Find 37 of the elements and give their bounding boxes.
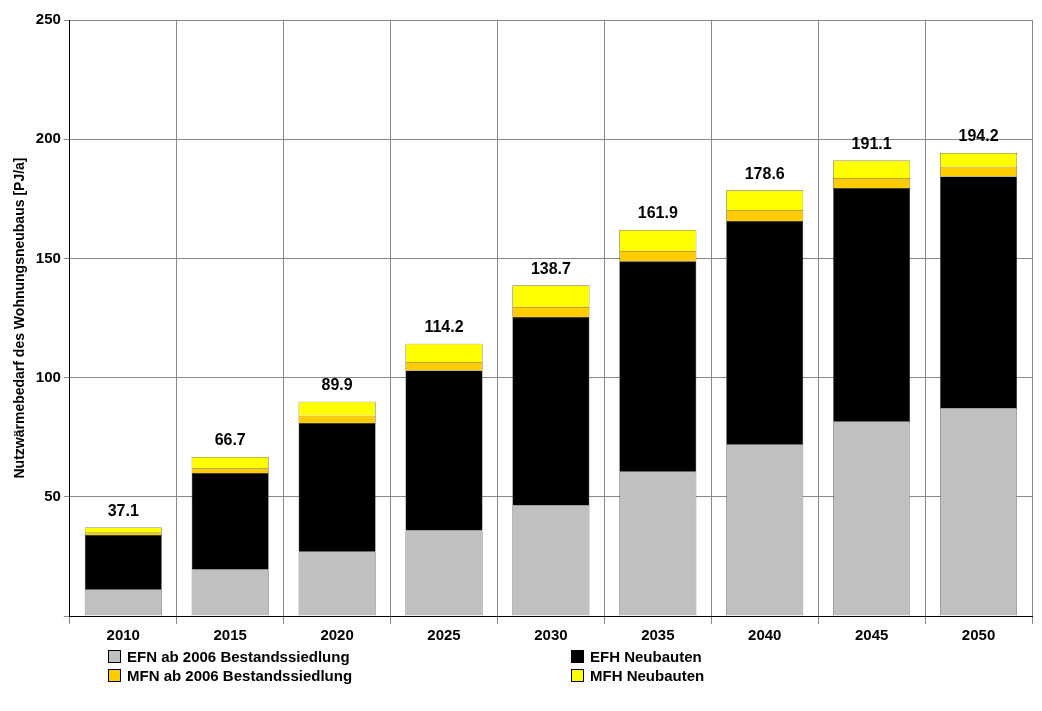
legend-label: EFN ab 2006 Bestandssiedlung	[127, 648, 350, 665]
bar	[940, 176, 1018, 408]
y-tick-label: 150	[35, 248, 61, 266]
legend-label: MFN ab 2006 Bestandssiedlung	[127, 667, 353, 684]
bar	[619, 261, 697, 472]
y-tick-label: 250	[35, 10, 61, 28]
bar	[512, 317, 590, 505]
bar	[191, 472, 269, 570]
x-tick-label: 2010	[106, 626, 140, 644]
x-tick-label: 2020	[320, 626, 354, 644]
total-label: 37.1	[107, 501, 139, 519]
x-tick-label: 2025	[427, 626, 461, 644]
total-label: 89.9	[321, 376, 353, 394]
y-tick-label: 200	[35, 129, 61, 147]
bar	[84, 534, 162, 590]
legend-label: MFH Neubauten	[590, 667, 705, 684]
x-tick-label: 2030	[534, 626, 568, 644]
bar	[726, 220, 804, 445]
x-tick-label: 2015	[213, 626, 247, 644]
total-label: 66.7	[214, 431, 246, 449]
y-axis-title: Nutzwärmebedarf des Wohnungsneubaus [PJ/a]	[11, 157, 28, 479]
x-tick-label: 2035	[641, 626, 675, 644]
bar	[298, 422, 376, 552]
total-label: 161.9	[637, 204, 678, 222]
x-tick-label: 2050	[961, 626, 996, 644]
total-label: 194.2	[958, 127, 999, 145]
x-tick-label: 2040	[748, 626, 782, 644]
bar	[833, 188, 911, 422]
x-tick-label: 2045	[854, 626, 889, 644]
total-label: 178.6	[744, 164, 785, 182]
total-label: 191.1	[851, 134, 892, 152]
y-tick-label: 50	[44, 486, 61, 504]
total-label: 138.7	[530, 259, 572, 277]
legend-label: EFH Neubauten	[590, 648, 702, 665]
bar	[405, 370, 483, 531]
total-label: 114.2	[424, 318, 464, 336]
y-tick-label: 100	[35, 367, 61, 385]
